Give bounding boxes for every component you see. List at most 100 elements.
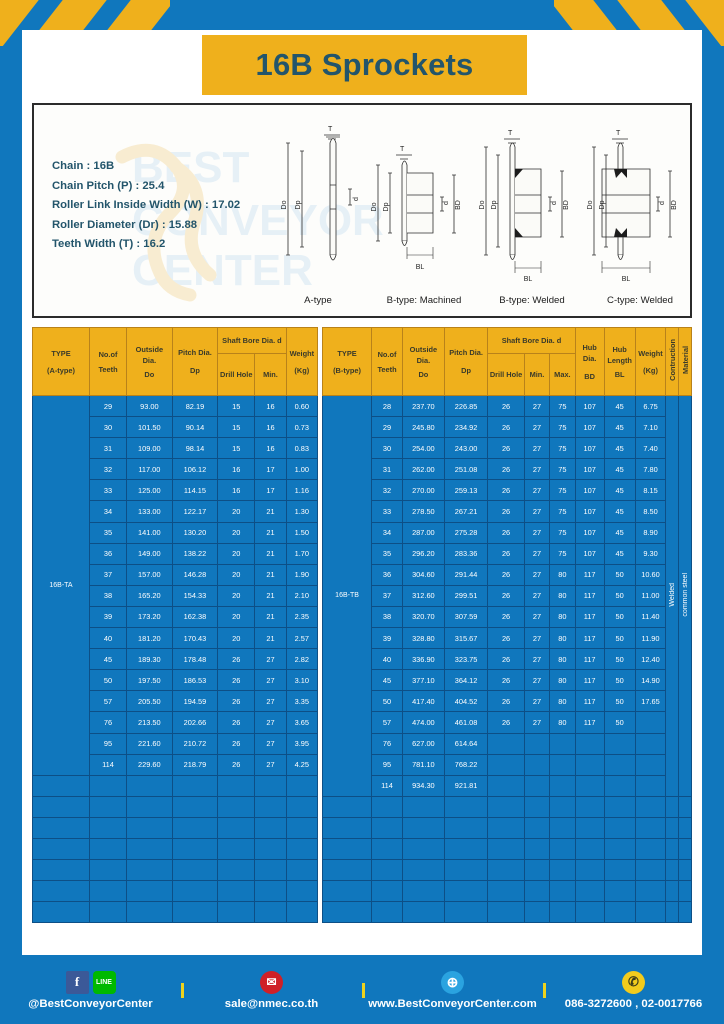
cell-teeth: 36 — [371, 563, 403, 586]
cell-max: 80 — [549, 711, 576, 734]
cell-weight — [634, 732, 667, 755]
cell-pitch-dia: 146.28 — [171, 563, 219, 586]
cell-empty — [126, 880, 173, 903]
header-construction: Contruction — [665, 327, 680, 396]
cell-empty — [126, 795, 173, 818]
cell-min: 16 — [254, 394, 287, 418]
cell-teeth: 30 — [88, 416, 128, 439]
cell-empty — [634, 901, 667, 924]
cell-empty — [443, 816, 489, 839]
cell-material: common steel — [678, 395, 692, 797]
page-title: 16B Sprockets — [255, 47, 474, 82]
cell-empty — [549, 795, 576, 818]
cell-empty — [126, 816, 173, 839]
line-icon[interactable]: LINE — [92, 970, 116, 994]
cell-pitch-dia: 614.64 — [443, 732, 489, 755]
footer-social[interactable]: f LINE @BestConveyorCenter — [0, 970, 181, 1010]
table-row-empty — [321, 795, 692, 818]
cell-empty — [443, 837, 489, 861]
cell-hub-length: 45 — [603, 458, 636, 481]
cell-empty — [523, 880, 551, 903]
cell-drill-hole: 26 — [217, 669, 256, 692]
svg-text:d: d — [443, 201, 450, 205]
cell-weight: 7.80 — [634, 458, 667, 481]
table-row: 37 157.00 146.28 20 21 1.90 — [33, 563, 319, 586]
cell-drill-hole: 26 — [487, 563, 525, 586]
cell-hub-length: 45 — [603, 416, 636, 439]
cell-empty — [665, 795, 680, 818]
cell-weight: 1.50 — [285, 521, 319, 544]
cell-drill-hole: 26 — [217, 690, 256, 713]
b-type-table: TYPE (B-type) No.of Teeth Outside Dia. D… — [321, 327, 692, 924]
header-teeth: No.of Teeth — [371, 327, 403, 396]
cell-weight: 2.57 — [285, 627, 319, 650]
a-type-table-body: 16B-TA 29 93.00 82.19 15 16 0.60 30 101.50 90.14 1… — [32, 394, 319, 924]
cell-empty — [549, 880, 576, 903]
cell-weight: 0.60 — [285, 394, 319, 418]
cell-empty — [634, 816, 667, 839]
cell-pitch-dia: 307.59 — [443, 605, 489, 629]
cell-empty — [371, 816, 403, 839]
cell-pitch-dia: 364.12 — [443, 669, 489, 692]
spec-line-chain: Chain : 16B — [52, 160, 115, 172]
cell-outside-dia: 417.40 — [401, 690, 445, 713]
cell-outside-dia: 101.50 — [126, 416, 173, 439]
cell-min: 16 — [254, 416, 287, 439]
cell-drill-hole — [487, 774, 525, 797]
cell-teeth: 37 — [88, 563, 128, 586]
cell-weight: 7.40 — [634, 437, 667, 460]
svg-text:Dp: Dp — [383, 202, 390, 211]
header-shaft-bore-group: Shaft Bore Dia. d — [487, 327, 576, 354]
header-outside-dia: Outside Dia. Do — [401, 327, 445, 396]
footer-email[interactable]: ✉ sale@nmec.co.th — [181, 970, 362, 1010]
cell-outside-dia: 141.00 — [126, 521, 173, 544]
cell-drill-hole: 26 — [217, 732, 256, 755]
table-row: 16B-TA 29 93.00 82.19 15 16 0.60 — [32, 394, 319, 776]
cell-hub-dia — [574, 732, 605, 755]
cell-empty — [634, 795, 667, 818]
cell-outside-dia: 296.20 — [401, 542, 445, 565]
website-url: www.BestConveyorCenter.com — [368, 997, 537, 1010]
cell-teeth: 32 — [371, 479, 403, 502]
cell-max: 80 — [549, 627, 576, 650]
header-shaft-bore-group: Shaft Bore Dia. d — [217, 327, 287, 354]
cell-weight: 14.90 — [634, 669, 667, 692]
table-row: 32 117.00 106.12 16 17 1.00 — [33, 458, 319, 481]
cell-hub-dia: 107 — [574, 458, 605, 481]
contact-footer: f LINE @BestConveyorCenter ✉ sale@nmec.c… — [0, 956, 724, 1024]
cell-drill-hole: 20 — [217, 627, 256, 650]
cell-teeth: 38 — [88, 584, 128, 607]
cell-empty — [32, 837, 90, 861]
cell-max: 75 — [549, 458, 576, 481]
cell-max: 80 — [549, 690, 576, 713]
facebook-icon[interactable]: f — [65, 970, 89, 994]
footer-website[interactable]: ⊕ www.BestConveyorCenter.com — [362, 970, 543, 1010]
header-pitch-dia: Pitch Dia. Dp — [443, 327, 489, 396]
diagram-b-type-machined: T Do Dp d BD BL B-type: Machined — [370, 105, 478, 316]
svg-text:Do: Do — [479, 200, 486, 209]
cell-pitch-dia: 122.17 — [171, 500, 219, 523]
cell-hub-dia: 117 — [574, 690, 605, 713]
table-row-empty — [32, 816, 319, 839]
cell-empty — [371, 880, 403, 903]
cell-empty — [217, 837, 256, 861]
cell-empty — [401, 859, 445, 882]
svg-text:T: T — [616, 130, 621, 137]
cell-empty — [371, 859, 403, 882]
cell-outside-dia: 934.30 — [401, 774, 445, 797]
table-row: 39 328.80 315.67 26 27 80 117 50 11.90 — [323, 627, 692, 650]
cell-max: 80 — [549, 648, 576, 671]
cell-empty — [32, 859, 90, 882]
spec-line-teeth-width: Teeth Width (T) : 16.2 — [52, 238, 166, 250]
cell-teeth: 33 — [88, 479, 128, 502]
diagram-a-type: T Do Dp d A-type — [266, 105, 370, 316]
cell-min: 21 — [254, 584, 287, 607]
cell-weight: 1.70 — [285, 542, 319, 565]
cell-min: 27 — [523, 627, 551, 650]
facebook-handle: @BestConveyorCenter — [28, 997, 153, 1010]
footer-phone[interactable]: ✆ 086-3272600 , 02-0017766 — [543, 970, 724, 1010]
cell-weight: 2.10 — [285, 584, 319, 607]
cell-weight: 4.25 — [285, 753, 319, 776]
svg-text:BD: BD — [455, 200, 462, 210]
cell-pitch-dia: 154.33 — [171, 584, 219, 607]
